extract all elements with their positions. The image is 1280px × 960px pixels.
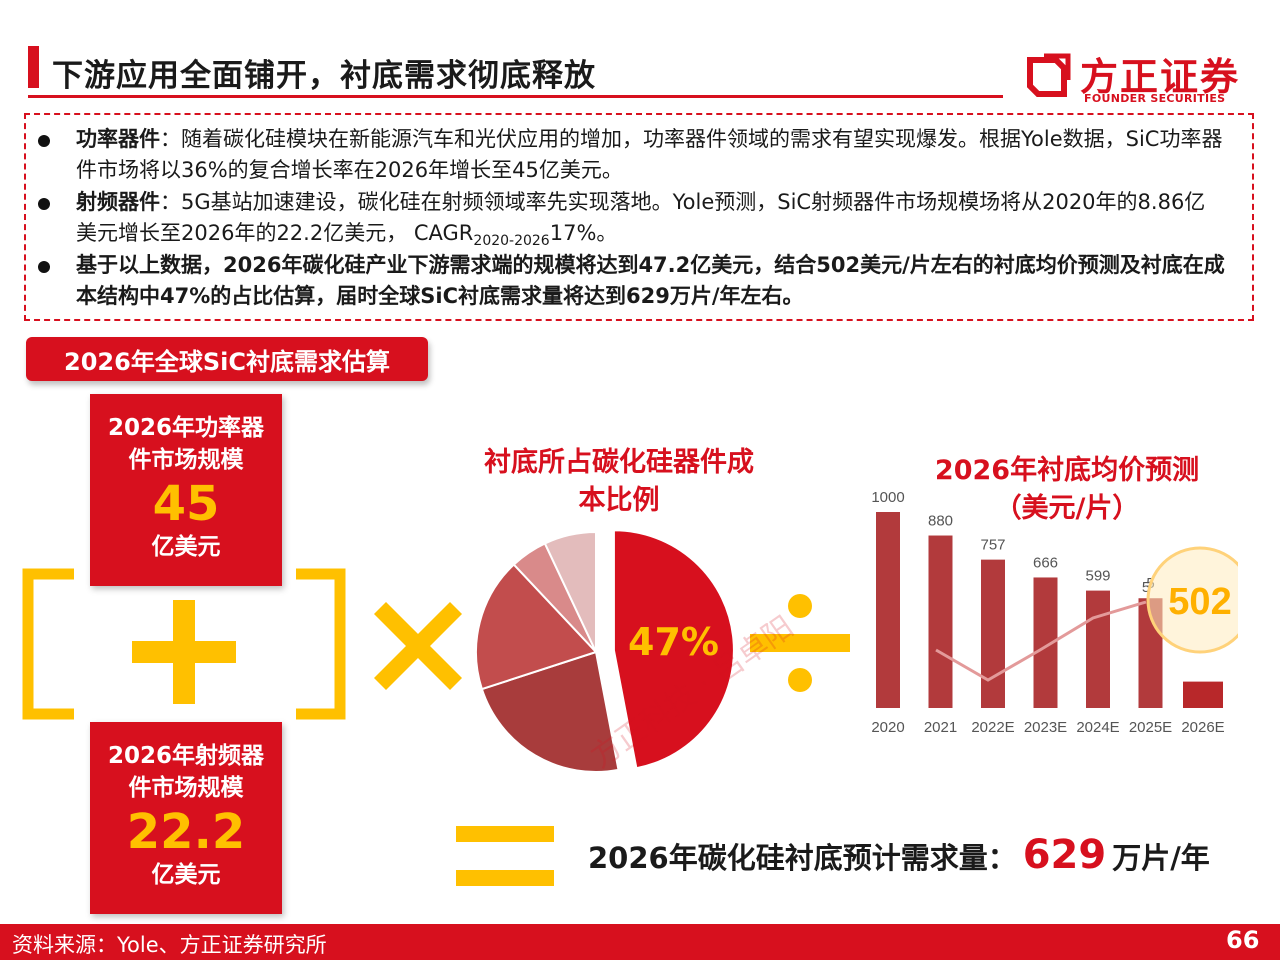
bullet-summary-text: 基于以上数据，2026年碳化硅产业下游需求端的规模将达到47.2亿美元，结合50… <box>76 253 1225 308</box>
bar-chart: 2020 1000 2021 880 2022E 757 2023E 666 2024E 599 2… <box>871 489 1238 736</box>
page-title: 下游应用全面铺开，衬底需求彻底释放 <box>52 58 596 94</box>
pie-slice <box>543 530 597 653</box>
bullet-power: 功率器件：随着碳化硅模块在新能源汽车和光伏应用的增加，功率器件领域的需求有望实现… <box>30 124 1225 186</box>
bullet-rf-head: 射频器件 <box>76 190 160 214</box>
plus-icon <box>132 600 236 704</box>
highlight-circle <box>1146 546 1238 654</box>
page-number: 66 <box>1226 926 1260 954</box>
bar <box>1183 681 1223 708</box>
footer-bar <box>0 924 1280 960</box>
bullet-rf: 射频器件：5G基站加速建设，碳化硅在射频领域率先实现落地。Yole预测，SiC射… <box>30 187 1225 257</box>
pie-title: 衬底所占碳化硅器件成本比例 <box>484 447 754 516</box>
result-unit: 万片/年 <box>1112 841 1210 875</box>
pie-slice <box>480 650 620 773</box>
bar-data-label: 5 <box>1142 579 1150 596</box>
equals-icon <box>456 826 554 886</box>
bullet-dot-icon <box>38 198 50 210</box>
bar-tick-label: 2025E <box>1129 719 1172 736</box>
pie-slice <box>612 529 735 770</box>
bar-data-label: 1000 <box>871 489 904 506</box>
title-underline <box>28 95 1003 98</box>
bar-highlight-label: 502 <box>1168 581 1231 623</box>
bullet-power-head: 功率器件 <box>76 127 160 151</box>
bullet-power-text: ：随着碳化硅模块在新能源汽车和光伏应用的增加，功率器件领域的需求有望实现爆发。根… <box>76 127 1223 182</box>
pie-chart <box>475 529 735 773</box>
title-accent-bar <box>28 46 39 88</box>
rf-market-unit: 亿美元 <box>151 862 221 888</box>
bar-data-label: 880 <box>928 513 953 530</box>
bullet-summary: 基于以上数据，2026年碳化硅产业下游需求端的规模将达到47.2亿美元，结合50… <box>30 250 1225 312</box>
bar <box>928 535 953 708</box>
bar-tick-label: 2026E <box>1181 719 1224 736</box>
section-tab: 2026年全球SiC衬底需求估算 <box>26 337 428 381</box>
power-market-value: 45 <box>152 476 220 532</box>
bracket-icon <box>22 568 346 720</box>
bar-tick-label: 2021 <box>924 719 957 736</box>
bar-tick-label: 2020 <box>871 719 904 736</box>
divide-icon <box>750 594 850 692</box>
power-market-box: 2026年功率器件市场规模 45 亿美元 <box>90 394 282 586</box>
bullet-dot-icon <box>38 135 50 147</box>
power-market-label: 2026年功率器件市场规模 <box>107 415 264 473</box>
power-market-unit: 亿美元 <box>151 534 221 560</box>
bar <box>981 559 1005 708</box>
pie-slice <box>475 563 598 691</box>
footer-source: 资料来源：Yole、方正证券研究所 <box>12 933 327 957</box>
bar-tick-label: 2023E <box>1024 719 1067 736</box>
bar-tick-label: 2024E <box>1076 719 1119 736</box>
result-value: 629 <box>1022 832 1107 878</box>
bullet-box <box>24 113 1254 321</box>
rf-market-label: 2026年射频器件市场规模 <box>107 743 264 801</box>
result-label: 2026年碳化硅衬底预计需求量： <box>588 841 1017 875</box>
bar-data-label: 666 <box>1033 554 1058 571</box>
bar-data-label: 757 <box>980 537 1005 554</box>
multiply-icon <box>373 601 463 691</box>
founder-logo-icon <box>1027 53 1071 97</box>
bar-tick-label: 2022E <box>971 719 1014 736</box>
bullet-rf-text: ：5G基站加速建设，碳化硅在射频领域率先实现落地。Yole预测，SiC射频器件市… <box>76 190 1206 245</box>
rf-market-box: 2026年射频器件市场规模 22.2 亿美元 <box>90 722 282 914</box>
bar <box>876 512 900 708</box>
result-line: 2026年碳化硅衬底预计需求量： 629 万片/年 <box>588 832 1210 878</box>
pie-highlight-label: 47% <box>628 620 719 664</box>
bullet-rf-subscript: 2020-2026 <box>473 233 550 250</box>
bullet-dot-icon <box>38 261 50 273</box>
logo-text-cn: 方正证券 <box>1080 55 1241 99</box>
trend-line <box>935 600 1147 682</box>
bar <box>1086 590 1110 708</box>
bar-data-label: 599 <box>1085 568 1110 585</box>
bar-title: 2026年衬底均价预测（美元/片） <box>934 455 1200 524</box>
bullet-rf-text-end: 17%。 <box>549 221 618 245</box>
logo-text-en: FOUNDER SECURITIES <box>1084 92 1226 105</box>
rf-market-value: 22.2 <box>126 804 246 860</box>
